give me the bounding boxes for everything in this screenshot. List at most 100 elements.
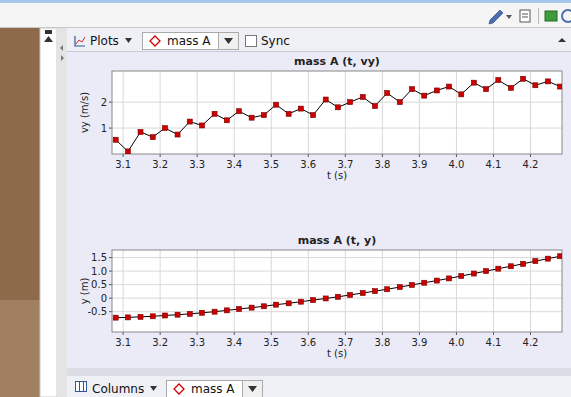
y-tick-label: 0 bbox=[101, 293, 107, 304]
y-tick-label: 0.5 bbox=[91, 279, 107, 290]
x-tick-label: 3.4 bbox=[226, 337, 242, 348]
track-name[interactable]: mass A bbox=[167, 34, 211, 48]
plot-area bbox=[112, 250, 562, 332]
x-tick-label: 3.7 bbox=[337, 159, 353, 170]
splitter[interactable] bbox=[57, 28, 67, 397]
data-point bbox=[385, 287, 390, 292]
data-point bbox=[162, 126, 167, 131]
data-point bbox=[237, 306, 242, 311]
columns-track-name[interactable]: mass A bbox=[191, 382, 235, 396]
video-pane bbox=[0, 28, 40, 397]
data-point bbox=[311, 113, 316, 118]
pencil-icon[interactable] bbox=[489, 10, 503, 24]
data-point bbox=[125, 315, 130, 320]
x-tick-label: 3.8 bbox=[374, 159, 390, 170]
sync-checkbox[interactable] bbox=[246, 36, 257, 47]
data-point bbox=[150, 314, 155, 319]
x-grid-line bbox=[308, 250, 309, 332]
data-point bbox=[496, 266, 501, 271]
chart: mass A (t, vy)3.13.23.33.43.53.63.73.83.… bbox=[79, 55, 563, 181]
data-point bbox=[298, 299, 303, 304]
scroll-up[interactable] bbox=[44, 36, 53, 42]
data-point bbox=[212, 111, 217, 116]
data-point bbox=[261, 304, 266, 309]
x-grid-line bbox=[160, 71, 161, 154]
y-grid-line bbox=[112, 257, 562, 258]
x-tick-label: 3.2 bbox=[152, 337, 168, 348]
data-point bbox=[224, 118, 229, 123]
plot-frame bbox=[112, 250, 562, 332]
chart: mass A (t, y)3.13.23.33.43.53.63.73.83.9… bbox=[79, 234, 563, 359]
data-point bbox=[274, 102, 279, 107]
scrollbar bbox=[40, 28, 57, 397]
sync-label[interactable]: Sync bbox=[261, 34, 290, 48]
x-grid-line bbox=[419, 71, 420, 154]
data-point bbox=[508, 85, 513, 90]
refresh-icon[interactable] bbox=[562, 10, 571, 22]
data-point bbox=[138, 314, 143, 319]
chart-title: mass A (t, y) bbox=[298, 234, 377, 247]
data-point bbox=[113, 137, 118, 142]
plots-icon-line bbox=[76, 37, 85, 44]
data-point bbox=[261, 113, 266, 118]
data-point bbox=[410, 282, 415, 287]
x-tick-label: 3.6 bbox=[300, 159, 316, 170]
data-point bbox=[558, 84, 562, 89]
data-group bbox=[113, 254, 562, 320]
plots-menu[interactable]: Plots bbox=[90, 34, 119, 48]
splitter-arrow bbox=[60, 45, 63, 51]
top-strip bbox=[0, 0, 571, 3]
track-marker bbox=[150, 36, 160, 46]
plots-icon bbox=[75, 36, 85, 46]
data-point bbox=[298, 106, 303, 111]
columns-menu[interactable]: Columns bbox=[92, 382, 144, 396]
data-point bbox=[286, 301, 291, 306]
plot-header bbox=[67, 28, 571, 51]
notes-icon[interactable] bbox=[520, 10, 530, 22]
data-point bbox=[533, 83, 538, 88]
splitter-arrow bbox=[61, 55, 64, 61]
data-point bbox=[187, 311, 192, 316]
plot-panel bbox=[67, 28, 571, 368]
columns-track-box[interactable] bbox=[167, 381, 263, 397]
x-grid-line bbox=[493, 250, 494, 332]
data-point bbox=[434, 88, 439, 93]
x-grid-line bbox=[123, 250, 124, 332]
data-point bbox=[521, 76, 526, 81]
x-grid-line bbox=[419, 250, 420, 332]
data-point bbox=[311, 298, 316, 303]
panel-arrow bbox=[558, 38, 566, 42]
window-bg bbox=[0, 0, 571, 397]
data-point bbox=[249, 115, 254, 120]
data-point bbox=[521, 261, 526, 266]
y-grid-line bbox=[112, 284, 562, 285]
data-point bbox=[484, 87, 489, 92]
notes-line bbox=[522, 17, 528, 18]
y-axis-label: y (m) bbox=[79, 278, 90, 305]
x-tick-label: 3.3 bbox=[189, 337, 205, 348]
columns-track-dropdown[interactable] bbox=[243, 381, 263, 397]
x-grid-line bbox=[234, 250, 235, 332]
toolbar-sep bbox=[538, 8, 539, 24]
x-tick-label: 4.0 bbox=[448, 337, 464, 348]
track-box[interactable] bbox=[143, 33, 239, 50]
data-point bbox=[545, 79, 550, 84]
data-point bbox=[274, 302, 279, 307]
data-point bbox=[237, 109, 242, 114]
dropdown-arrow bbox=[125, 38, 132, 43]
data-point bbox=[533, 259, 538, 264]
notes-line bbox=[522, 14, 528, 15]
x-tick-label: 3.9 bbox=[411, 337, 427, 348]
track-dropdown[interactable] bbox=[219, 33, 239, 50]
data-point bbox=[496, 78, 501, 83]
data-point bbox=[175, 312, 180, 317]
data-point bbox=[286, 111, 291, 116]
data-point bbox=[150, 135, 155, 140]
data-point bbox=[175, 132, 180, 137]
x-tick-label: 3.7 bbox=[337, 337, 353, 348]
x-grid-line bbox=[271, 71, 272, 154]
data-point bbox=[422, 280, 427, 285]
y-axis-label: vy (m/s) bbox=[79, 92, 90, 133]
bottom-splitter[interactable] bbox=[67, 368, 571, 376]
memory-icon[interactable] bbox=[545, 11, 557, 21]
